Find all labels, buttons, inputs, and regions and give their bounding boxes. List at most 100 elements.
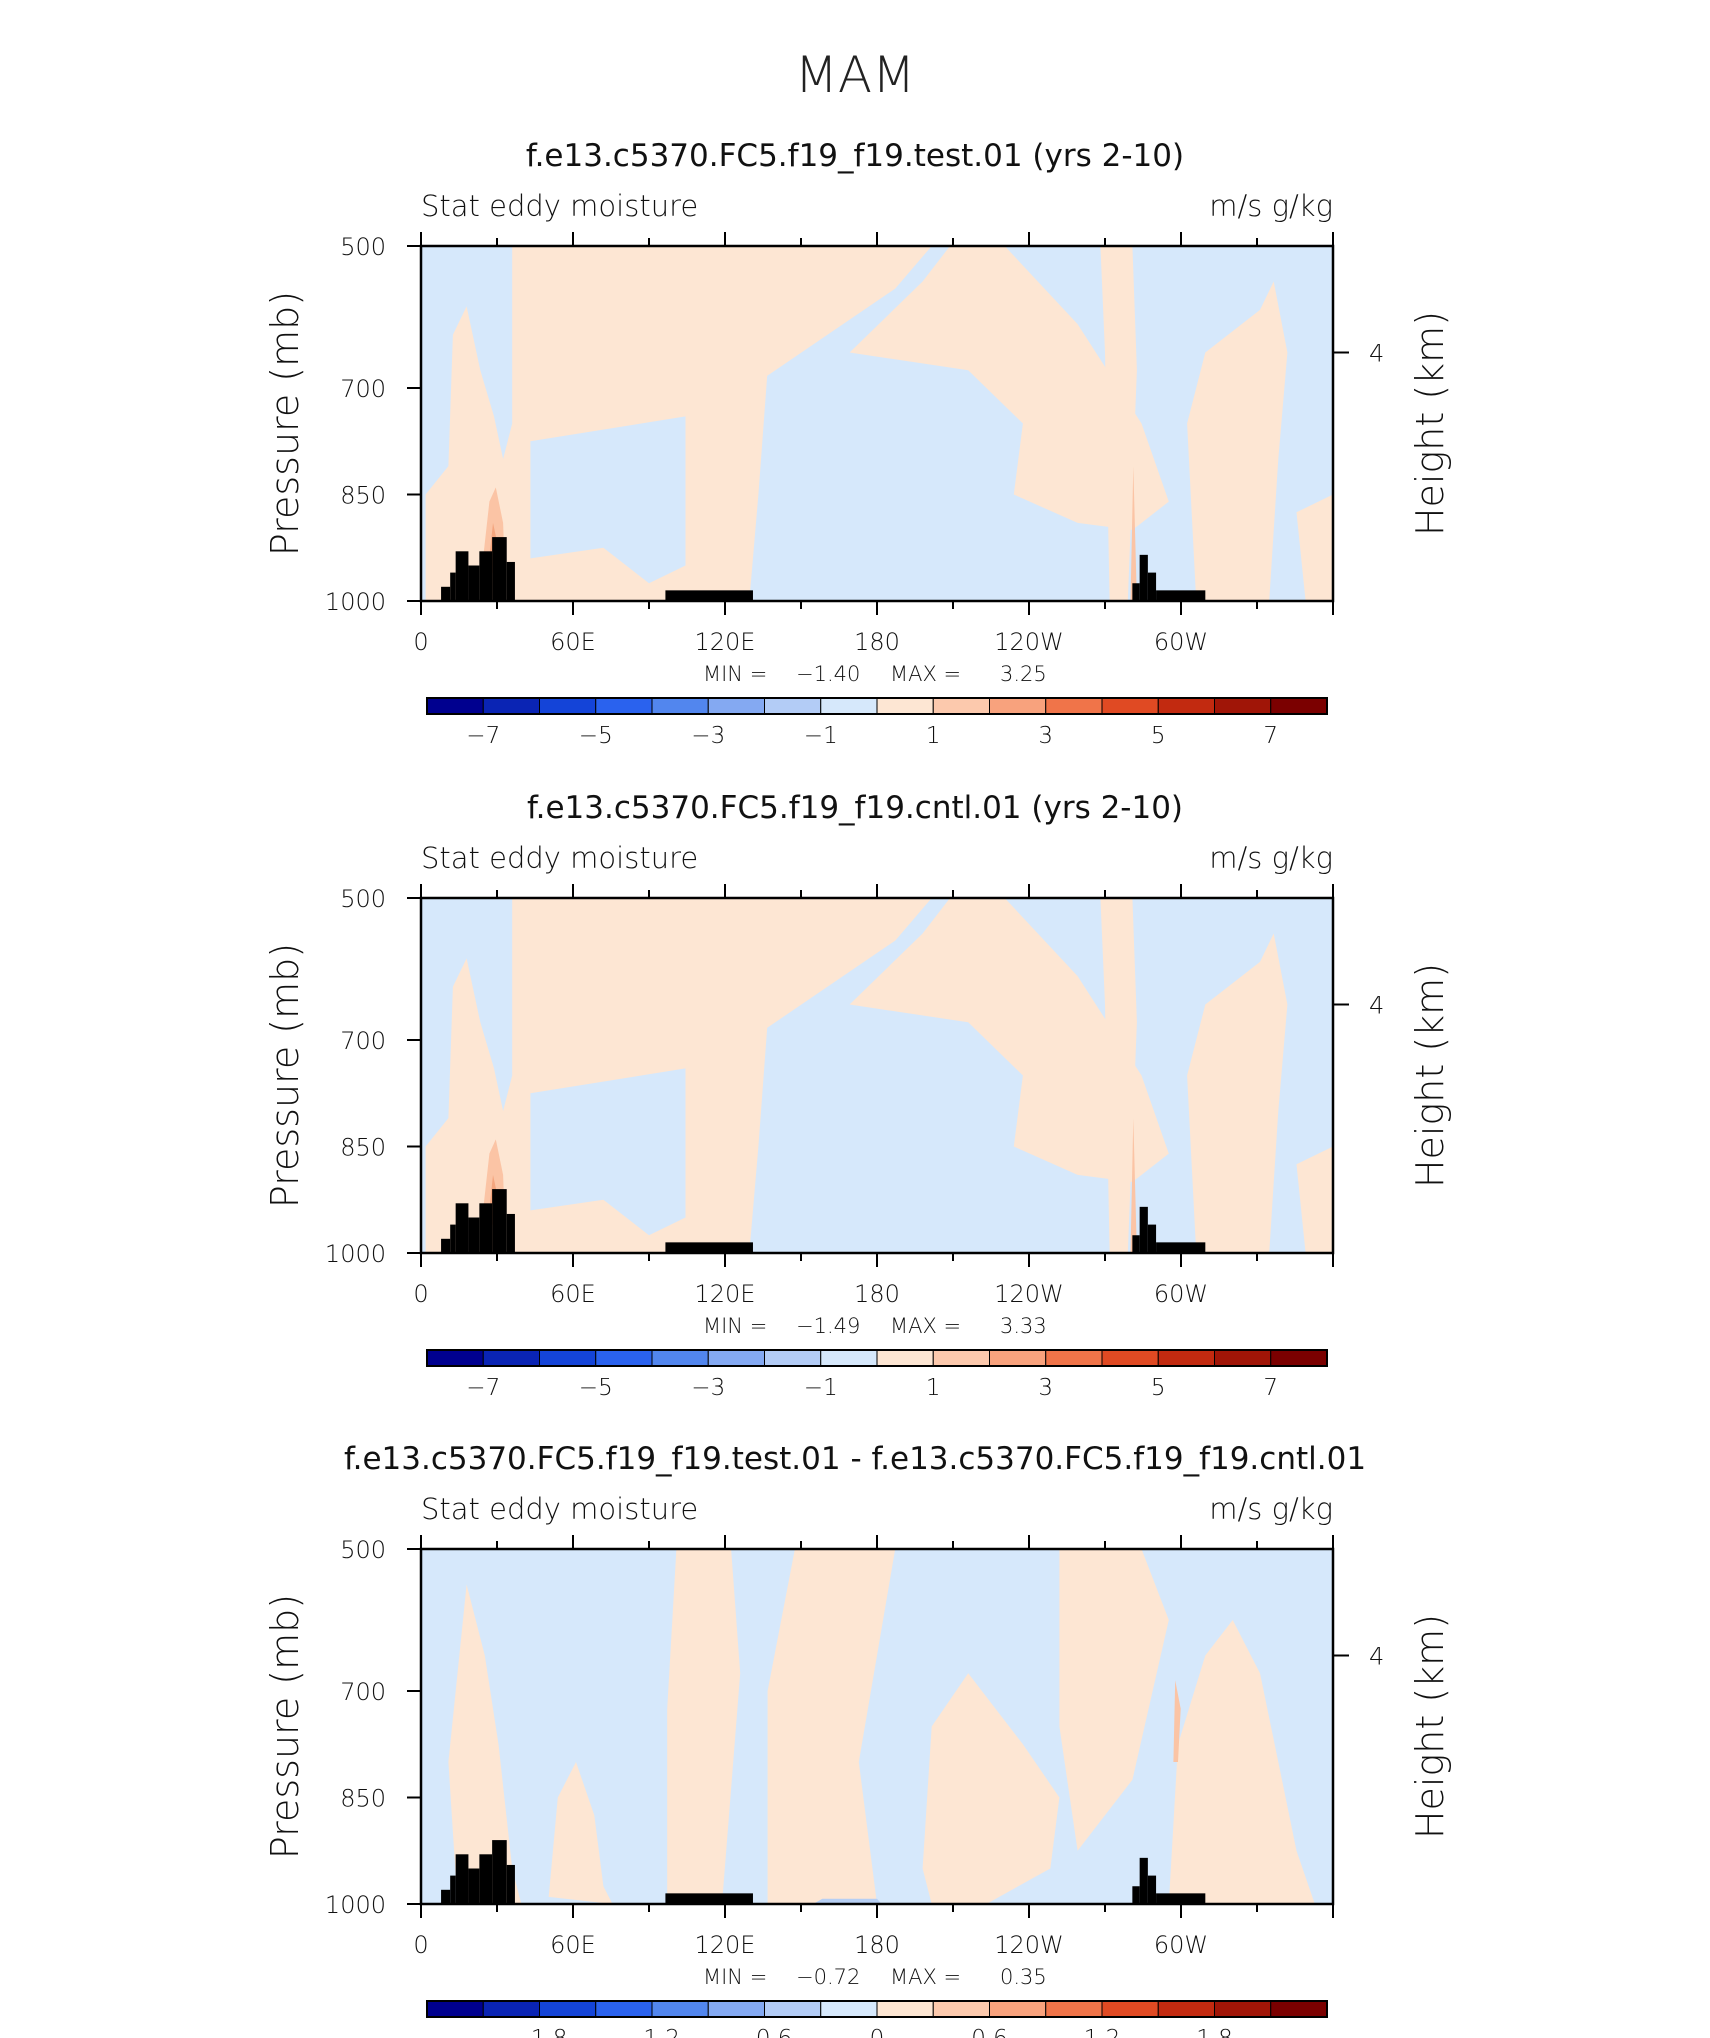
- colorbar-swatch: [989, 1349, 1047, 1367]
- topography-block-3: [455, 1203, 469, 1253]
- colorbar-label: −1.8: [512, 2026, 568, 2038]
- colorbar-label: −1.2: [624, 2026, 680, 2038]
- colorbar-label: 1.8: [1196, 2026, 1233, 2038]
- contour-region-2: [530, 416, 686, 584]
- y-tick-label: 500: [340, 1536, 386, 1564]
- chart-panel-1: f.e13.c5370.FC5.f19_f19.test.01 (yrs 2-1…: [263, 138, 1452, 749]
- colorbar-label: −3: [691, 723, 725, 749]
- topography-block-7: [506, 561, 515, 601]
- colorbar-label: 7: [1263, 723, 1278, 749]
- y-tick-label: 1000: [325, 1891, 386, 1919]
- colorbar-swatch: [426, 1349, 484, 1367]
- x-tick-label: 60E: [550, 1280, 596, 1308]
- topography-block-8: [665, 1242, 753, 1253]
- colorbar-swatch: [707, 2000, 765, 2018]
- colorbar-swatch: [539, 697, 597, 715]
- colorbar-swatch: [595, 2000, 653, 2018]
- y-tick-label: 700: [340, 1027, 386, 1055]
- units-label: m/s g/kg: [1209, 841, 1333, 875]
- colorbar-swatch: [1157, 697, 1215, 715]
- topography-block-6: [492, 537, 507, 601]
- colorbar-label: −3: [691, 1375, 725, 1401]
- colorbar-label: 1.2: [1084, 2026, 1121, 2038]
- contour-region-1: [448, 1584, 522, 1904]
- colorbar-swatch: [1270, 1349, 1328, 1367]
- max-value: 0.35: [1000, 1965, 1047, 1989]
- topography-block-12: [1156, 1242, 1206, 1253]
- x-tick-label: 180: [854, 628, 900, 656]
- topography-block-3: [455, 551, 469, 601]
- variable-label: Stat eddy moisture: [421, 189, 698, 223]
- topography-block-5: [479, 1203, 493, 1253]
- contour-region-9: [813, 1898, 882, 1904]
- chart-panel-3: f.e13.c5370.FC5.f19_f19.test.01 - f.e13.…: [263, 1441, 1452, 2038]
- contour-region-7: [1168, 1620, 1315, 1904]
- topography-block-8: [665, 1893, 753, 1904]
- colorbar-swatch: [764, 1349, 822, 1367]
- topography-block-12: [1156, 1893, 1206, 1904]
- colorbar-swatch: [482, 697, 540, 715]
- contour-region-5: [1100, 898, 1137, 1253]
- panel-title: f.e13.c5370.FC5.f19_f19.test.01 - f.e13.…: [344, 1441, 1366, 1477]
- colorbar-swatch: [482, 2000, 540, 2018]
- right-y-tick-label: 4: [1369, 340, 1384, 368]
- panel-title: f.e13.c5370.FC5.f19_f19.test.01 (yrs 2-1…: [526, 138, 1184, 174]
- colorbar-label: 5: [1151, 1375, 1166, 1401]
- colorbar-swatch: [1101, 697, 1159, 715]
- y-axis-title: Pressure (mb): [263, 291, 307, 556]
- colorbar-label: −1: [804, 723, 838, 749]
- right-y-tick-label: 4: [1369, 992, 1384, 1020]
- colorbar-swatch: [1157, 2000, 1215, 2018]
- x-tick-label: 0: [413, 628, 428, 656]
- colorbar-swatch: [1045, 2000, 1103, 2018]
- y-axis-title: Pressure (mb): [263, 1594, 307, 1859]
- colorbar-swatch: [1101, 2000, 1159, 2018]
- x-tick-label: 120E: [695, 1280, 756, 1308]
- units-label: m/s g/kg: [1209, 189, 1333, 223]
- min-label: MIN =: [703, 1965, 767, 1989]
- colorbar-label: −5: [579, 1375, 613, 1401]
- colorbar-swatch: [651, 1349, 709, 1367]
- figure-title: MAM: [795, 46, 915, 104]
- colorbar-swatch: [932, 697, 990, 715]
- topography-block-2: [450, 1224, 456, 1253]
- max-label: MAX =: [890, 662, 961, 686]
- max-value: 3.25: [1000, 662, 1047, 686]
- colorbar-label: 0: [870, 2026, 885, 2038]
- topography-block-2: [450, 572, 456, 601]
- topography-block-12: [1156, 590, 1206, 601]
- contour-region-3: [749, 246, 932, 495]
- colorbar-swatch: [989, 2000, 1047, 2018]
- colorbar-swatch: [1157, 1349, 1215, 1367]
- contour-region-5: [1100, 246, 1137, 601]
- max-label: MAX =: [890, 1965, 961, 1989]
- right-y-tick-label: 4: [1369, 1643, 1384, 1671]
- min-value: −1.49: [796, 1314, 860, 1338]
- colorbar-swatch: [820, 1349, 878, 1367]
- right-axis-title: Height (km): [1408, 311, 1452, 536]
- chart-panel-2: f.e13.c5370.FC5.f19_f19.cntl.01 (yrs 2-1…: [263, 790, 1452, 1401]
- colorbar-swatch: [595, 697, 653, 715]
- y-tick-label: 500: [340, 233, 386, 261]
- x-tick-label: 60W: [1154, 628, 1208, 656]
- topography-block-3: [455, 1854, 469, 1904]
- colorbar-swatch: [651, 2000, 709, 2018]
- max-label: MAX =: [890, 1314, 961, 1338]
- topography-block-11: [1147, 572, 1157, 601]
- topography-block-10: [1139, 554, 1148, 601]
- contour-region-5: [922, 1673, 1060, 1904]
- colorbar-swatch: [1270, 697, 1328, 715]
- x-tick-label: 180: [854, 1931, 900, 1959]
- contour-region-3: [667, 1549, 741, 1904]
- colorbar-swatch: [1270, 2000, 1328, 2018]
- contour-region-4: [849, 898, 1169, 1182]
- right-axis-title: Height (km): [1408, 1614, 1452, 1839]
- colorbar-label: 1: [926, 1375, 941, 1401]
- colorbar-swatch: [764, 697, 822, 715]
- colorbar-frame: [426, 697, 1328, 715]
- y-tick-label: 850: [340, 1785, 386, 1813]
- contour-region-6: [1187, 933, 1288, 1253]
- colorbar-swatch: [820, 697, 878, 715]
- colorbar-label: 7: [1263, 1375, 1278, 1401]
